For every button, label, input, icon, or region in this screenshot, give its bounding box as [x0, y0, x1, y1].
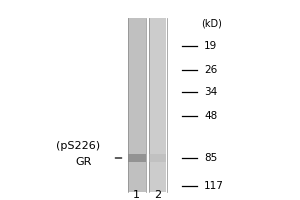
Text: (kD): (kD)	[201, 19, 222, 29]
Text: 2: 2	[154, 190, 161, 200]
Text: 117: 117	[204, 181, 224, 191]
Text: GR: GR	[76, 157, 92, 167]
FancyBboxPatch shape	[128, 154, 146, 162]
FancyBboxPatch shape	[128, 18, 146, 192]
Text: 19: 19	[204, 41, 217, 51]
Text: 1: 1	[133, 190, 140, 200]
Text: 85: 85	[204, 153, 217, 163]
FancyBboxPatch shape	[148, 18, 166, 192]
Text: 26: 26	[204, 65, 217, 75]
Text: 34: 34	[204, 87, 217, 97]
Text: 48: 48	[204, 111, 217, 121]
FancyBboxPatch shape	[148, 154, 166, 162]
Text: (pS226): (pS226)	[56, 141, 100, 151]
